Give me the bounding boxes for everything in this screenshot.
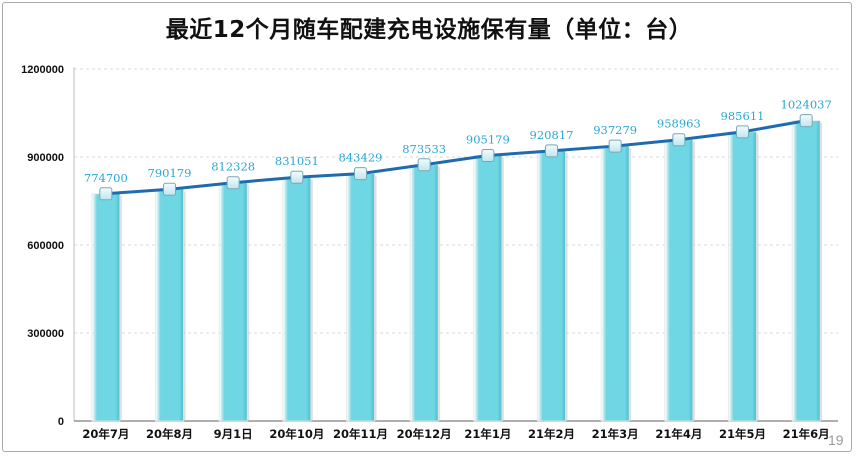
point-marker — [99, 187, 113, 201]
x-tick-label: 20年8月 — [146, 427, 193, 441]
data-label: 985611 — [721, 109, 765, 123]
series-line — [105, 119, 807, 196]
bar — [791, 120, 821, 422]
point-marker — [736, 125, 749, 139]
bar — [664, 139, 694, 422]
point-marker — [226, 176, 240, 190]
point-marker — [799, 114, 813, 128]
x-tick-label: 9月1日 — [214, 427, 253, 441]
x-tick-label: 20年10月 — [269, 427, 324, 441]
bar — [155, 188, 184, 422]
x-tick-label: 20年7月 — [82, 427, 129, 441]
point-marker — [672, 133, 686, 147]
bar — [218, 182, 248, 422]
data-label: 920817 — [530, 128, 574, 142]
x-tick-label: 20年12月 — [397, 427, 452, 441]
point-marker — [608, 139, 622, 153]
x-tick-label: 21年5月 — [719, 427, 766, 441]
y-tick-label: 600000 — [27, 240, 64, 252]
data-label: 873533 — [402, 142, 446, 156]
bar — [537, 150, 566, 422]
point-marker — [481, 148, 495, 162]
bar — [91, 193, 121, 422]
x-tick-label: 21年1月 — [464, 427, 511, 441]
x-tick-label: 21年6月 — [783, 427, 830, 441]
bar — [346, 173, 375, 422]
x-tick-label: 20年11月 — [333, 427, 388, 441]
point-marker — [417, 158, 431, 172]
bar — [728, 131, 757, 422]
data-label: 843429 — [339, 151, 383, 165]
y-tick-label: 300000 — [27, 328, 64, 340]
data-label: 790179 — [148, 166, 192, 180]
point-marker — [354, 167, 367, 181]
chart-title: 最近12个月随车配建充电设施保有量（单位：台） — [165, 17, 693, 43]
x-tick-label: 21年2月 — [528, 427, 575, 441]
data-label: 937279 — [593, 123, 637, 137]
bar — [409, 164, 439, 422]
bar — [600, 145, 630, 422]
y-tick-label: 0 — [58, 416, 64, 428]
y-tick-label: 900000 — [27, 152, 64, 164]
data-label: 812328 — [211, 160, 255, 174]
bar — [473, 155, 503, 422]
page-number: 19 — [828, 432, 844, 448]
x-tick-label: 21年3月 — [592, 427, 639, 441]
data-label: 958963 — [657, 117, 701, 131]
data-label: 1024037 — [781, 98, 832, 112]
slide-frame — [2, 2, 852, 452]
y-tick-label: 1200000 — [21, 64, 64, 76]
point-marker — [290, 170, 304, 184]
point-marker — [163, 182, 176, 196]
bar — [282, 176, 312, 422]
data-label: 905179 — [466, 132, 510, 146]
point-marker — [545, 144, 558, 158]
x-tick-label: 21年4月 — [655, 427, 702, 441]
data-label: 831051 — [275, 154, 319, 168]
data-label: 774700 — [84, 171, 128, 185]
